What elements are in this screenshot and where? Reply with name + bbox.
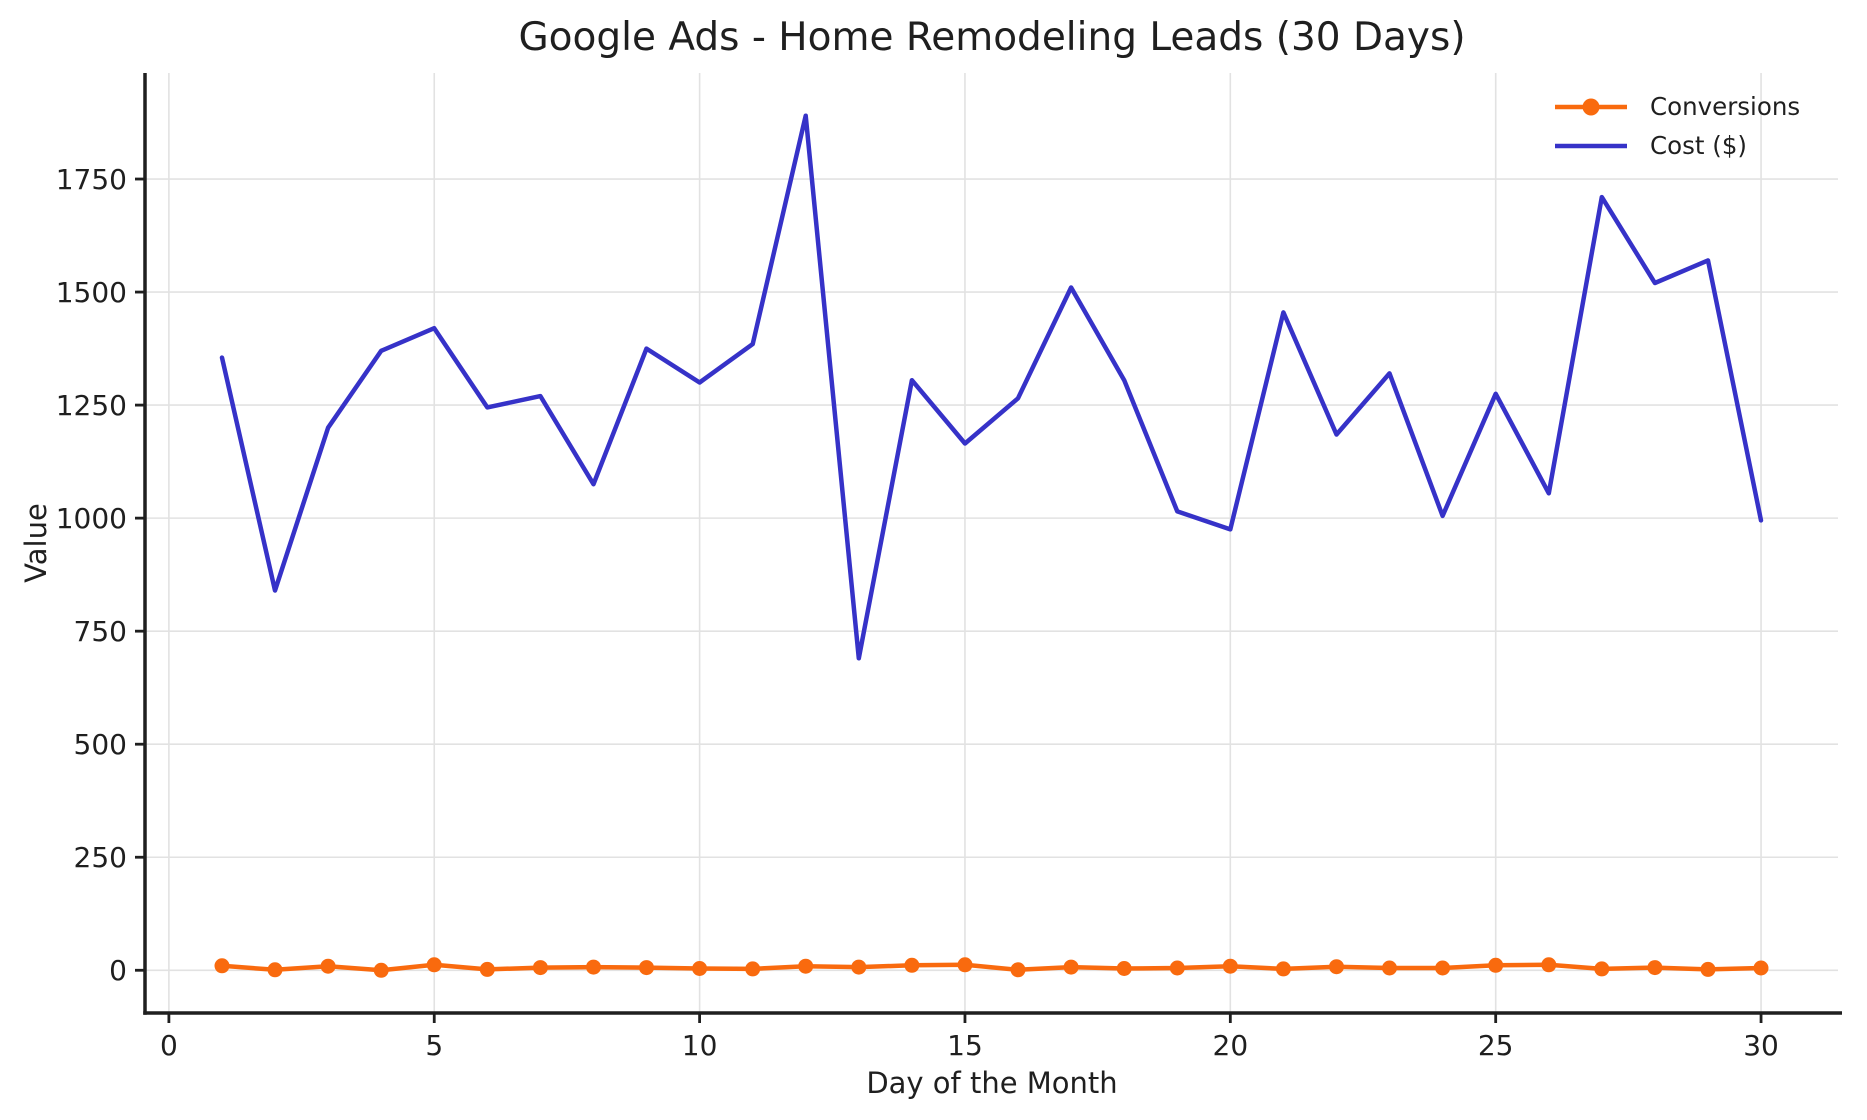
data-point-marker [692,961,708,976]
data-point-marker [214,958,230,974]
data-point-marker [1010,962,1026,978]
series-line-conversions [219,962,1764,973]
data-point-marker [479,961,495,977]
x-tick-label: 25 [1478,1029,1514,1062]
data-point-marker [1222,958,1238,974]
data-point-marker [1435,960,1451,976]
y-tick-label: 1000 [56,502,127,535]
y-tick-label: 0 [109,954,127,987]
data-point-marker [745,961,761,977]
data-point-marker [426,957,442,973]
y-tick-label: 1500 [56,276,127,309]
y-tick-label: 500 [74,728,127,761]
y-tick-label: 750 [74,615,127,648]
data-point-marker [267,962,283,978]
y-tick-label: 1250 [56,389,127,422]
data-point-marker [586,959,601,975]
data-point-marker [1116,961,1132,976]
y-tick-label: 250 [74,841,127,874]
x-axis-label: Day of the Month [866,1066,1117,1100]
data-point-marker [957,957,973,973]
data-point-marker [1329,959,1344,975]
data-point-marker [320,958,336,974]
conversions-line-marker-icon [1555,98,1627,115]
data-point-marker [1753,960,1769,976]
data-point-marker [1594,961,1610,977]
legend-item-cost: Cost ($) [1552,131,1800,160]
data-point-marker [1169,960,1185,976]
data-point-marker [1700,961,1716,977]
x-tick-label: 20 [1213,1029,1249,1062]
data-point-marker [851,959,867,975]
data-point-marker [1382,960,1397,976]
x-tick-label: 30 [1743,1029,1779,1062]
x-tick-label: 0 [160,1029,178,1062]
legend-item-conversions: Conversions [1552,92,1800,121]
data-point-marker [1063,959,1079,975]
data-point-marker [798,958,814,974]
data-point-marker [1488,957,1504,973]
data-point-marker [1647,960,1663,976]
data-point-marker [373,962,389,978]
data-point-marker [639,960,654,976]
x-tick-label: 15 [947,1029,983,1062]
cost-line-icon [1555,143,1627,148]
y-tick-label: 1750 [56,163,127,196]
data-point-marker [1275,961,1291,977]
conversions-dot-icon [1582,98,1600,115]
data-point-marker [904,957,920,973]
legend: Conversions Cost ($) [1552,92,1800,160]
x-tick-label: 5 [425,1029,443,1062]
x-tick-label: 10 [682,1029,718,1062]
y-axis-label: Value [19,503,53,583]
series-line-cost [219,113,1764,661]
data-point-marker [1541,957,1557,973]
legend-label-cost: Cost ($) [1650,131,1747,160]
plot-area: 0 250 500 750 1000 1250 1500 1750 0 5 10 15 20 25 30 [56,73,1842,1062]
data-point-marker [532,960,548,976]
legend-label-conversions: Conversions [1650,92,1801,121]
chart-title: Google Ads - Home Remodeling Leads (30 D… [518,15,1465,60]
